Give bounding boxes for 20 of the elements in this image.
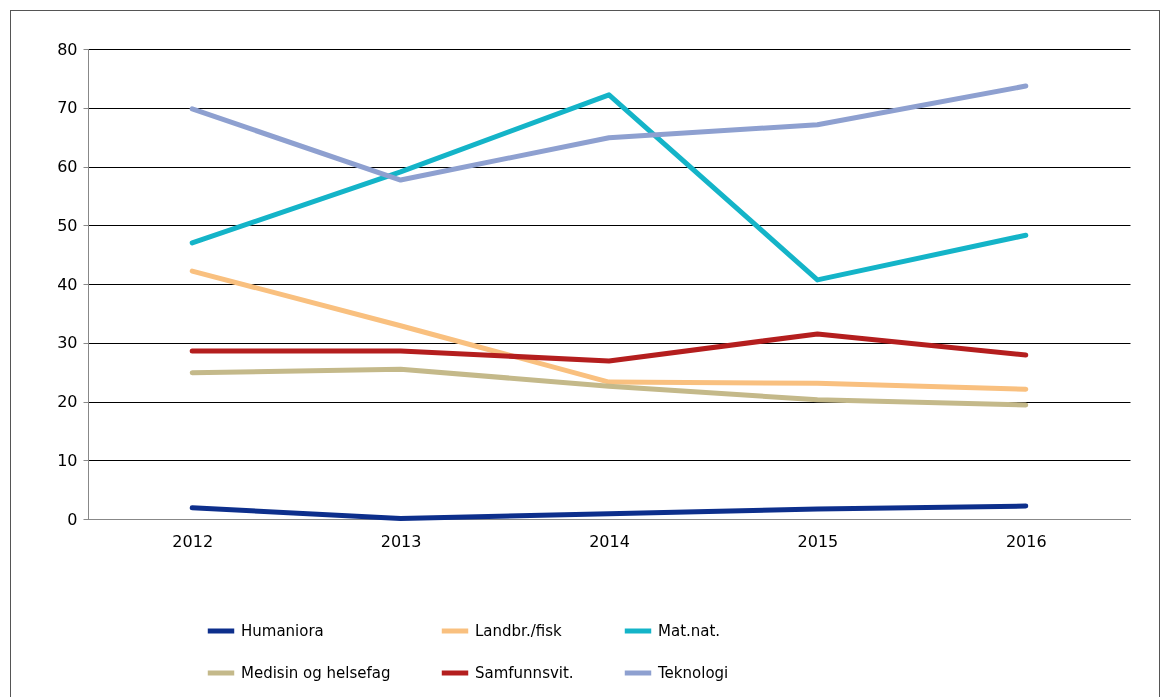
y-tick-label: 60 (57, 157, 78, 176)
y-tick-label: 30 (57, 333, 78, 353)
legend-label: Humaniora (241, 622, 324, 640)
x-tick-label: 2012 (172, 531, 214, 551)
legend-label: Teknologi (657, 664, 729, 682)
x-tick-label: 2013 (380, 531, 422, 551)
y-tick-label: 70 (57, 98, 78, 118)
y-tick-label: 20 (57, 392, 78, 411)
x-tick-label: 2015 (797, 531, 839, 551)
y-tick-label: 50 (57, 215, 78, 235)
legend-label: Samfunnsvit. (475, 664, 574, 682)
y-tick-label: 40 (57, 274, 78, 294)
x-tick-label: 2014 (589, 531, 630, 551)
legend-label: Medisin og helsefag (241, 664, 391, 682)
y-tick-label: 0 (67, 509, 78, 529)
x-tick-label: 2016 (1005, 531, 1047, 551)
y-tick-label: 80 (57, 39, 78, 59)
y-tick-label: 10 (57, 450, 78, 470)
legend-label: Landbr./fisk (475, 622, 562, 640)
legend-label: Mat.nat. (658, 622, 721, 640)
